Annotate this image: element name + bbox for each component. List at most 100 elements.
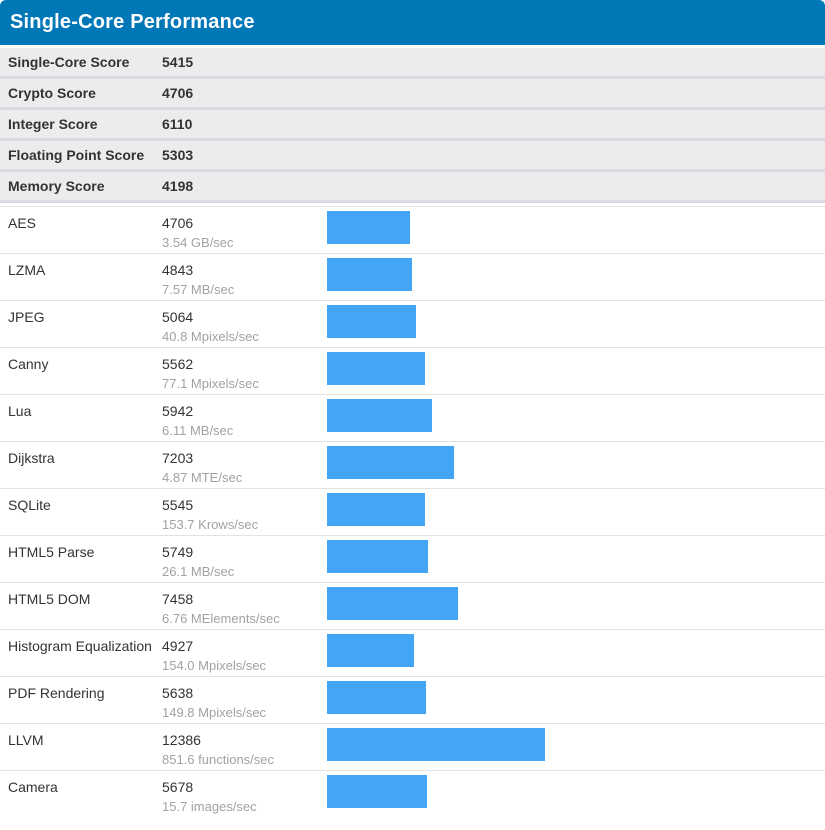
benchmark-score-cell: 4927 154.0 Mpixels/sec [162, 630, 327, 674]
benchmark-score-cell: 5545 153.7 Krows/sec [162, 489, 327, 533]
bar-track [327, 301, 825, 338]
benchmark-name: JPEG [8, 309, 45, 325]
benchmark-rate: 154.0 Mpixels/sec [162, 658, 267, 673]
score-bar [327, 681, 427, 714]
page-title: Single-Core Performance [10, 11, 255, 33]
benchmark-row: HTML5 Parse 5749 26.1 MB/sec [0, 535, 825, 582]
benchmark-score: 5638 [162, 685, 194, 701]
benchmark-score-cell: 5942 6.11 MB/sec [162, 395, 327, 439]
benchmark-score: 5678 [162, 779, 194, 795]
section-header: Single-Core Performance [0, 0, 825, 45]
summary-score-label: Memory Score [8, 178, 105, 194]
benchmark-name: Lua [8, 403, 32, 419]
bar-track [327, 254, 825, 291]
summary-score-label: Single-Core Score [8, 54, 130, 70]
benchmark-name: Histogram Equalization [8, 638, 152, 654]
score-bar [327, 587, 459, 620]
benchmark-row: PDF Rendering 5638 149.8 Mpixels/sec [0, 676, 825, 723]
bar-track [327, 348, 825, 385]
benchmark-name: Dijkstra [8, 450, 55, 466]
benchmark-bar-table: AES 4706 3.54 GB/sec LZMA 4843 7.57 MB/sec JPE… [0, 206, 825, 817]
bar-track [327, 442, 825, 479]
benchmark-name: PDF Rendering [8, 685, 105, 701]
score-bar [327, 493, 425, 526]
benchmark-score: 5064 [162, 309, 194, 325]
score-bar [327, 211, 410, 244]
benchmark-score: 5545 [162, 497, 194, 513]
summary-score-value: 5415 [162, 54, 194, 70]
benchmark-name: Canny [8, 356, 49, 372]
bar-track [327, 630, 825, 667]
score-bar [327, 728, 545, 761]
bar-track [327, 489, 825, 526]
benchmark-score: 12386 [162, 732, 201, 748]
score-bar [327, 775, 427, 808]
benchmark-score-cell: 7458 6.76 MElements/sec [162, 583, 327, 627]
benchmark-name: LLVM [8, 732, 44, 748]
benchmark-name: HTML5 Parse [8, 544, 95, 560]
benchmark-score-cell: 7203 4.87 MTE/sec [162, 442, 327, 486]
benchmark-score-cell: 5678 15.7 images/sec [162, 771, 327, 815]
benchmark-rate: 7.57 MB/sec [162, 282, 235, 297]
benchmark-score-cell: 4843 7.57 MB/sec [162, 254, 327, 298]
score-bar [327, 258, 413, 291]
benchmark-score: 7458 [162, 591, 194, 607]
benchmark-score-cell: 5562 77.1 Mpixels/sec [162, 348, 327, 392]
summary-score-value: 6110 [162, 116, 193, 132]
summary-score-label: Crypto Score [8, 85, 96, 101]
summary-score-value: 4706 [162, 85, 194, 101]
summary-row: Memory Score 4198 [0, 172, 825, 203]
benchmark-row: LZMA 4843 7.57 MB/sec [0, 253, 825, 300]
benchmark-rate: 77.1 Mpixels/sec [162, 376, 259, 391]
bar-track [327, 771, 825, 808]
summary-score-label: Integer Score [8, 116, 98, 132]
benchmark-rate: 40.8 Mpixels/sec [162, 329, 259, 344]
bar-track [327, 536, 825, 573]
bar-track [327, 677, 825, 714]
bar-track [327, 395, 825, 432]
benchmark-score: 4706 [162, 215, 194, 231]
benchmark-row: HTML5 DOM 7458 6.76 MElements/sec [0, 582, 825, 629]
benchmark-rate: 6.76 MElements/sec [162, 611, 280, 626]
benchmark-score: 5942 [162, 403, 194, 419]
benchmark-rate: 26.1 MB/sec [162, 564, 235, 579]
summary-scores-table: Single-Core Score 5415 Crypto Score 4706 Int… [0, 48, 825, 203]
benchmark-score: 5749 [162, 544, 194, 560]
bar-track [327, 583, 825, 620]
benchmark-score-cell: 12386 851.6 functions/sec [162, 724, 327, 768]
summary-row: Single-Core Score 5415 [0, 48, 825, 79]
summary-score-label: Floating Point Score [8, 147, 145, 163]
benchmark-row: Camera 5678 15.7 images/sec [0, 770, 825, 817]
benchmark-row: JPEG 5064 40.8 Mpixels/sec [0, 300, 825, 347]
benchmark-rate: 851.6 functions/sec [162, 752, 275, 767]
benchmark-rate: 3.54 GB/sec [162, 235, 234, 250]
score-bar [327, 634, 414, 667]
benchmark-score: 4927 [162, 638, 194, 654]
score-bar [327, 540, 429, 573]
benchmark-score-cell: 5638 149.8 Mpixels/sec [162, 677, 327, 721]
score-bar [327, 352, 425, 385]
benchmark-row: Histogram Equalization 4927 154.0 Mpixels/… [0, 629, 825, 676]
benchmark-name: Camera [8, 779, 58, 795]
benchmark-name: AES [8, 215, 37, 231]
bar-track [327, 207, 825, 244]
benchmark-score-cell: 4706 3.54 GB/sec [162, 207, 327, 251]
benchmark-name: HTML5 DOM [8, 591, 91, 607]
score-bar [327, 399, 432, 432]
summary-row: Crypto Score 4706 [0, 79, 825, 110]
summary-score-value: 5303 [162, 147, 194, 163]
score-bar [327, 446, 454, 479]
benchmark-rate: 149.8 Mpixels/sec [162, 705, 267, 720]
benchmark-score: 7203 [162, 450, 194, 466]
benchmark-row: Dijkstra 7203 4.87 MTE/sec [0, 441, 825, 488]
benchmark-name: LZMA [8, 262, 46, 278]
benchmark-row: Canny 5562 77.1 Mpixels/sec [0, 347, 825, 394]
benchmark-score: 4843 [162, 262, 194, 278]
benchmark-row: AES 4706 3.54 GB/sec [0, 206, 825, 253]
benchmark-score-cell: 5064 40.8 Mpixels/sec [162, 301, 327, 345]
summary-row: Integer Score 6110 [0, 110, 825, 141]
summary-score-value: 4198 [162, 178, 194, 194]
benchmark-name: SQLite [8, 497, 51, 513]
benchmark-rate: 6.11 MB/sec [162, 423, 234, 438]
